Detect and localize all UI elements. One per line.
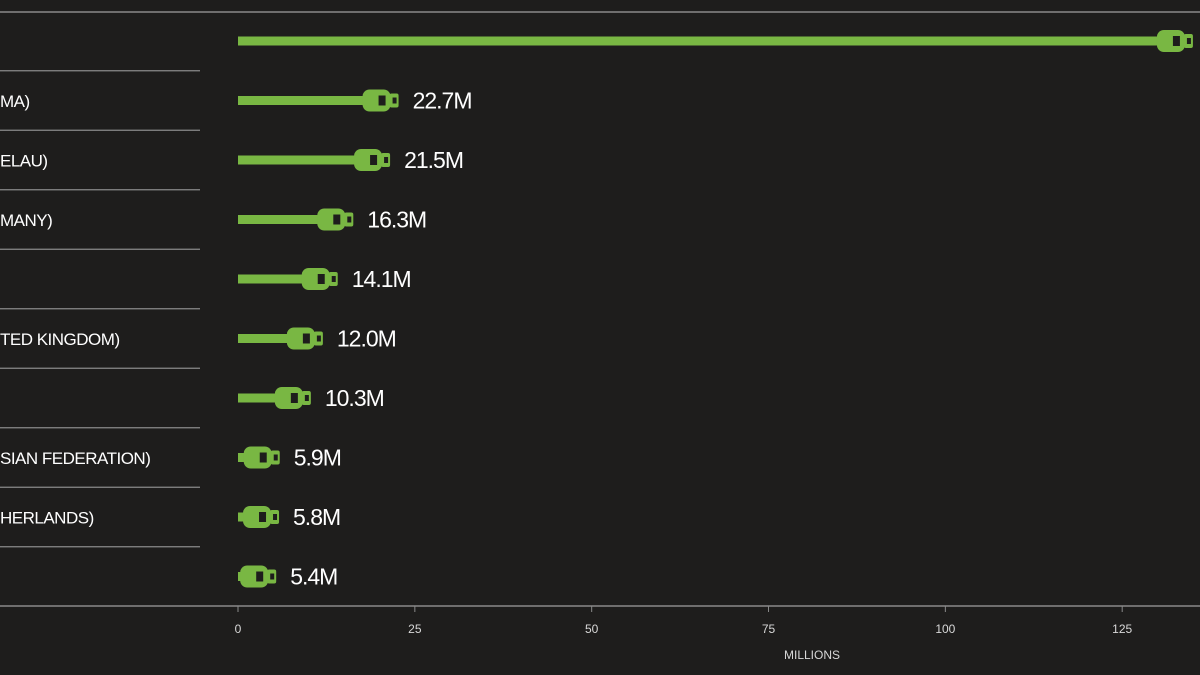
value-label: 22.7M	[413, 88, 472, 114]
value-label: 5.4M	[290, 564, 337, 590]
bar-prong-slot	[392, 97, 397, 104]
x-tick-label: 125	[1112, 622, 1132, 636]
bar-cable	[238, 393, 279, 403]
bar	[238, 208, 354, 231]
bar-plug	[317, 208, 346, 231]
bar-prong-slot	[273, 454, 278, 461]
bar-plug	[362, 89, 391, 112]
value-label: 21.5M	[404, 147, 463, 173]
bar-prong-slot	[304, 395, 309, 401]
bar-cable	[238, 215, 322, 224]
category-label: ELAU)	[0, 151, 48, 170]
bar-plug	[243, 446, 272, 469]
category-label: HERLANDS)	[0, 508, 94, 527]
bar-prong-slot	[347, 216, 352, 223]
bar-plug-slot	[378, 95, 386, 106]
bar	[238, 89, 399, 112]
bar-plug-slot	[302, 333, 310, 344]
bar-plug	[243, 506, 272, 528]
bar	[238, 446, 280, 469]
value-label: 16.3M	[367, 207, 426, 233]
bar-plug	[1156, 30, 1185, 52]
category-label: TED KINGDOM)	[0, 330, 120, 349]
bar-plug-slot	[256, 571, 264, 582]
bar-plug-slot	[317, 274, 325, 284]
bar-prong-slot	[316, 335, 321, 342]
category-label: MA)	[0, 92, 30, 111]
bar-plug	[274, 387, 303, 409]
bar-cable	[238, 96, 367, 105]
bar-plug-slot	[370, 155, 378, 165]
x-tick-label: 100	[935, 622, 955, 636]
bar-cable	[238, 453, 248, 462]
bar	[238, 30, 1193, 52]
bar-prong-slot	[273, 514, 278, 520]
bar-plug-slot	[1172, 36, 1180, 46]
bar-plug-slot	[333, 214, 341, 225]
value-label: 5.8M	[293, 504, 340, 530]
bar-prong-slot	[270, 573, 275, 580]
bar-cable	[238, 155, 359, 165]
bar-plug	[240, 565, 269, 588]
category-label: MANY)	[0, 211, 52, 230]
x-axis-label: MILLIONS	[784, 648, 840, 662]
bar-plug	[354, 149, 383, 171]
bar	[238, 565, 277, 588]
bar-prong-slot	[1186, 38, 1191, 44]
bar	[238, 149, 391, 171]
bar-cable	[238, 512, 248, 522]
bar-plug-slot	[259, 452, 267, 463]
bar-prong-slot	[331, 276, 336, 282]
bar	[238, 387, 311, 409]
x-tick-label: 25	[408, 622, 422, 636]
bar-cable	[238, 36, 1161, 46]
bar	[238, 268, 338, 290]
value-label: 12.0M	[337, 326, 396, 352]
category-label: SIAN FEDERATION)	[0, 449, 150, 468]
value-label: 5.9M	[294, 445, 341, 471]
bar-plug-slot	[290, 393, 298, 403]
bar-prong-slot	[384, 157, 389, 163]
value-label: 14.1M	[352, 266, 411, 292]
x-tick-label: 75	[762, 622, 776, 636]
bar-cable	[238, 334, 291, 343]
bar	[238, 327, 323, 350]
value-label: 10.3M	[325, 385, 384, 411]
bar-plug	[286, 327, 315, 350]
bar-plug-slot	[259, 512, 267, 522]
bar-plug	[301, 268, 330, 290]
bar	[238, 506, 280, 528]
bar-cable	[238, 274, 306, 284]
x-tick-label: 50	[585, 622, 599, 636]
x-tick-label: 0	[235, 622, 242, 636]
